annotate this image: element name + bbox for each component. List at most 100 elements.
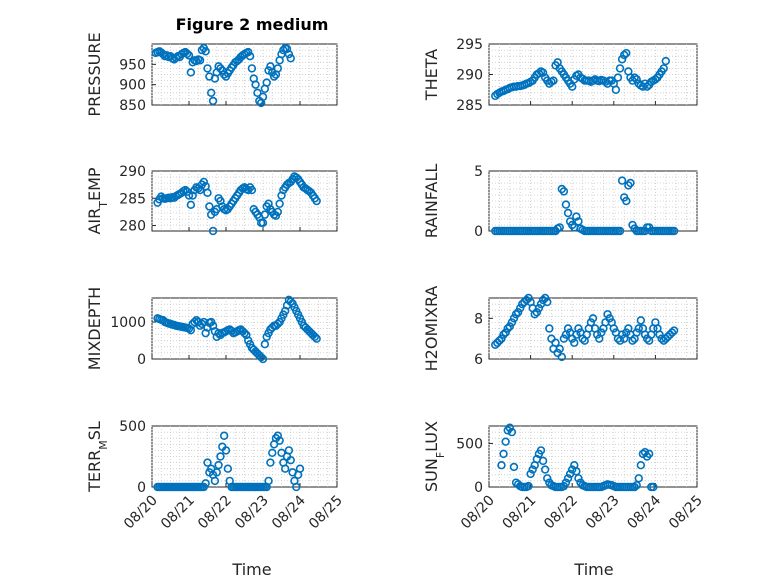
data-point <box>622 328 631 337</box>
data-point <box>632 75 641 84</box>
data-point <box>543 297 552 307</box>
grid <box>488 44 698 105</box>
data-point <box>634 474 643 483</box>
y-tick-label: 285 <box>119 191 146 207</box>
data-point <box>273 431 282 440</box>
data-point <box>530 310 539 319</box>
data-point <box>651 75 660 84</box>
data-point <box>240 328 249 338</box>
grid <box>488 171 698 231</box>
mixdepth-plot: 0 1000 MIXDEPTH <box>85 287 338 370</box>
data-point <box>561 200 571 209</box>
data-point <box>543 474 552 483</box>
y-tick-label: 500 <box>456 436 483 452</box>
data-point <box>559 187 569 196</box>
data-point <box>505 322 514 331</box>
data-point <box>617 330 627 339</box>
y-tick-label: 0 <box>474 224 483 240</box>
data-point <box>634 324 643 333</box>
data-point <box>644 449 654 459</box>
data-point <box>626 178 635 188</box>
y-tick-label: 950 <box>119 57 146 73</box>
y-axis-label: TERRMSL <box>85 421 110 493</box>
data-point <box>540 465 550 474</box>
data-point <box>216 64 225 73</box>
data-point <box>258 92 268 102</box>
x-tick-label: 08/23 <box>583 493 623 533</box>
data-point <box>260 210 270 219</box>
data-point <box>251 80 260 89</box>
data-point <box>636 461 646 470</box>
data-point <box>279 45 288 55</box>
data-point <box>247 185 257 195</box>
data-point <box>284 49 294 59</box>
y-tick-label: 285 <box>456 98 483 114</box>
y-tick-label: 290 <box>456 68 483 84</box>
x-tick-label: 08/20 <box>121 493 161 533</box>
data-point <box>192 315 201 325</box>
data-point <box>197 45 207 55</box>
data-point <box>632 328 641 337</box>
data-point <box>245 51 255 61</box>
data-point <box>223 464 233 473</box>
data-point <box>642 82 652 91</box>
x-tick-label: 08/25 <box>666 493 706 533</box>
data-point <box>501 437 510 446</box>
x-tick-label: 08/21 <box>500 493 540 533</box>
y-axis-label: H2OMIXRA <box>422 286 441 372</box>
data-point <box>207 88 216 98</box>
data-point <box>292 482 301 492</box>
data-point <box>295 464 305 473</box>
data-point <box>509 462 519 472</box>
data-point <box>667 328 677 337</box>
data-point <box>538 295 548 305</box>
x-tick-label: 08/24 <box>624 492 664 532</box>
air-temp-plot: 280 285 290 AIRTEMP <box>85 164 338 236</box>
y-tick-label: 850 <box>119 98 146 114</box>
y-tick-label: 1000 <box>110 315 146 331</box>
data-point <box>655 330 664 339</box>
data-point <box>513 308 523 317</box>
data-point <box>282 44 292 54</box>
h2omixra-plot: 6 8 H2OMIXRA <box>422 286 698 372</box>
x-tick-label: 08/22 <box>195 493 235 533</box>
data-point <box>203 458 212 467</box>
data-point <box>511 310 521 319</box>
x-tick-label: 08/25 <box>306 493 346 533</box>
data-point <box>186 68 196 77</box>
data-point <box>570 338 579 347</box>
data-point <box>312 334 321 343</box>
data-point <box>640 447 650 457</box>
data-point <box>613 73 623 82</box>
data-point <box>184 191 194 200</box>
data-point <box>497 461 506 470</box>
data-point <box>195 56 205 65</box>
data-point <box>221 446 231 455</box>
data-point <box>214 460 223 470</box>
data-point <box>507 427 517 437</box>
data-point <box>669 226 679 236</box>
data-point <box>545 324 554 333</box>
data-point <box>273 319 282 329</box>
data-point <box>258 354 268 364</box>
theta-plot: 285 290 295 THETA <box>422 37 698 114</box>
data-point <box>522 295 531 305</box>
data-point <box>505 423 514 432</box>
data-point <box>286 455 295 465</box>
data-point <box>182 49 192 58</box>
data-point <box>286 54 295 63</box>
data-point <box>277 448 286 458</box>
data-point <box>497 334 506 343</box>
y-tick-label: 280 <box>119 219 146 235</box>
data-point <box>524 481 533 491</box>
data-point <box>540 293 550 303</box>
data-point <box>199 177 209 187</box>
data-point <box>563 208 573 218</box>
data-point <box>219 431 229 440</box>
y-tick-label: 900 <box>119 78 146 94</box>
data-point <box>563 474 573 483</box>
sun-flux-plot: 0 500 08/20 08/21 08/22 08/23 08/24 08/25 SUNFLU… <box>422 421 706 532</box>
data-point <box>563 324 573 333</box>
y-tick-label: 0 <box>137 480 146 496</box>
grid <box>488 426 698 487</box>
